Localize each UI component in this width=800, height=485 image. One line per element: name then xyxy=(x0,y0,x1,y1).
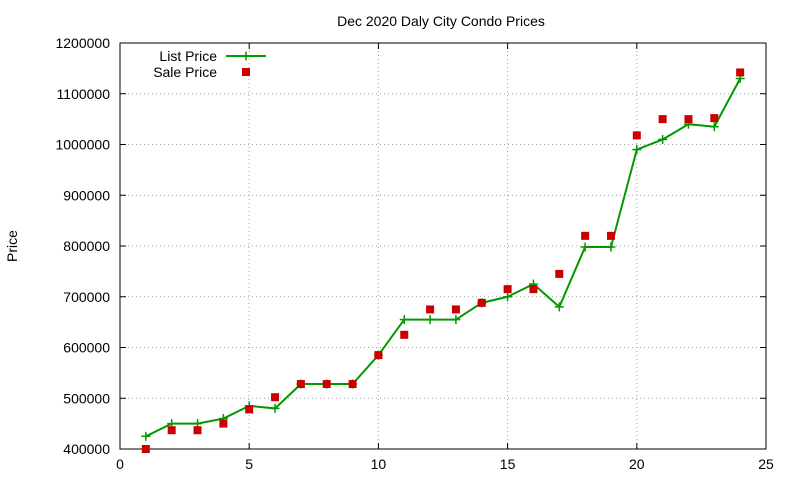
sale-price-point xyxy=(581,231,590,240)
series xyxy=(141,68,745,453)
sale-price-point xyxy=(141,445,150,453)
list-price-point xyxy=(399,315,409,325)
list-price-point xyxy=(658,134,668,144)
y-tick-label: 1200000 xyxy=(55,35,110,51)
sale-price-point xyxy=(736,68,745,77)
list-price-point xyxy=(503,292,513,302)
sale-price-point xyxy=(400,330,409,339)
sale-price-point xyxy=(529,285,538,294)
sale-price-point xyxy=(451,305,460,314)
sale-price-point xyxy=(348,380,357,389)
x-tick-label: 20 xyxy=(629,456,645,472)
legend-cross-swatch xyxy=(241,51,251,61)
sale-price-point xyxy=(632,131,641,140)
y-tick-label: 800000 xyxy=(63,238,110,254)
list-price-point xyxy=(141,431,151,441)
sale-price-point xyxy=(658,115,667,124)
x-tick-label: 15 xyxy=(500,456,516,472)
sale-price-point xyxy=(710,114,719,123)
sale-price-point xyxy=(271,393,280,402)
y-axis-label: Price xyxy=(4,230,20,262)
list-price-point xyxy=(709,122,719,132)
sale-price-point xyxy=(167,426,176,435)
grid xyxy=(120,43,766,449)
legend-label: List Price xyxy=(159,48,217,64)
sale-price-point xyxy=(684,115,693,124)
x-tick-label: 5 xyxy=(245,456,253,472)
y-tick-label: 900000 xyxy=(63,187,110,203)
sale-price-point xyxy=(477,298,486,307)
sale-price-point xyxy=(219,419,228,428)
sale-price-point xyxy=(296,380,305,389)
y-tick-label: 700000 xyxy=(63,289,110,305)
sale-price-point xyxy=(193,426,202,435)
list-price-point xyxy=(554,302,564,312)
list-price-point xyxy=(270,403,280,413)
list-price-point xyxy=(425,315,435,325)
y-tick-label: 400000 xyxy=(63,441,110,457)
sale-price-point xyxy=(606,231,615,240)
list-price-point xyxy=(580,242,590,252)
sale-price-point xyxy=(374,351,383,360)
x-tick-label: 0 xyxy=(116,456,124,472)
x-tick-label: 10 xyxy=(371,456,387,472)
list-price-point xyxy=(632,145,642,155)
sale-price-point xyxy=(555,269,564,278)
y-tick-label: 500000 xyxy=(63,390,110,406)
x-tick-label: 25 xyxy=(758,456,774,472)
y-tick-label: 1000000 xyxy=(55,137,110,153)
list-price-line xyxy=(145,78,742,438)
y-tick-label: 600000 xyxy=(63,340,110,356)
legend-square-swatch xyxy=(242,68,250,76)
legend-label: Sale Price xyxy=(153,64,217,80)
chart-title: Dec 2020 Daly City Condo Prices xyxy=(337,13,545,29)
list-price-point xyxy=(606,242,616,252)
y-tick-label: 1100000 xyxy=(57,86,111,102)
sale-price-point xyxy=(426,305,435,314)
axes: 0 5 10 15 20 25 400000 500000 600000 700000 800000… xyxy=(55,35,774,472)
list-price-point xyxy=(451,315,461,325)
sale-price-point xyxy=(322,380,331,389)
sale-price-point xyxy=(245,405,254,414)
sale-price-point xyxy=(503,285,512,294)
